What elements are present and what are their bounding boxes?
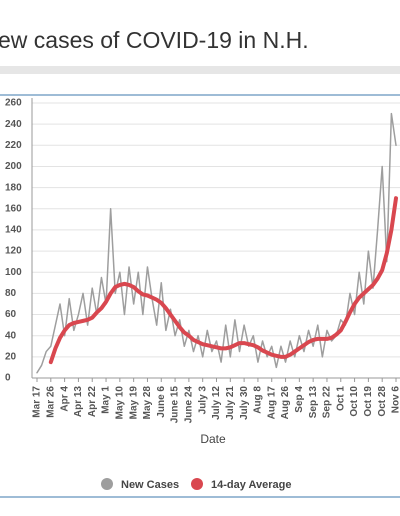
- y-tick-label: 100: [5, 267, 22, 278]
- x-tick-label: May 28: [142, 386, 153, 420]
- x-tick-label: Mar 26: [45, 386, 56, 418]
- x-tick-label: Aug 17: [266, 386, 277, 420]
- x-tick-label: Sep 22: [322, 386, 333, 419]
- y-tick-label: 260: [5, 98, 22, 109]
- x-tick-label: Oct 1: [335, 386, 346, 411]
- x-tick-label: Oct 10: [349, 386, 360, 417]
- x-tick-label: Aug 8: [253, 386, 264, 414]
- x-tick-label: May 19: [128, 386, 139, 420]
- y-tick-label: 180: [5, 182, 22, 193]
- series-line: [36, 112, 397, 374]
- x-tick-label: June 15: [170, 386, 181, 424]
- x-tick-label: Mar 17: [32, 386, 43, 418]
- x-tick-label: Sep 4: [294, 386, 305, 413]
- y-tick-label: 60: [5, 309, 17, 320]
- y-tick-label: 200: [5, 161, 22, 172]
- y-tick-label: 80: [5, 288, 17, 299]
- y-tick-label: 20: [5, 351, 17, 362]
- x-tick-label: June 6: [156, 386, 167, 418]
- y-tick-label: 140: [5, 225, 22, 236]
- y-tick-label: 160: [5, 203, 22, 214]
- y-tick-label: 220: [5, 140, 22, 151]
- x-tick-label: May 10: [114, 386, 125, 420]
- x-tick-label: Sep 13: [308, 386, 319, 419]
- legend-label: 14-day Average: [211, 479, 292, 491]
- y-tick-label: 240: [5, 119, 22, 130]
- y-tick-label: 0: [5, 373, 11, 384]
- x-tick-label: July 12: [211, 386, 222, 420]
- y-tick-label: 120: [5, 246, 22, 257]
- x-tick-label: July 30: [239, 386, 250, 420]
- x-tick-label: Oct 19: [363, 386, 374, 417]
- legend-swatch: [191, 478, 203, 490]
- x-tick-label: May 1: [101, 386, 112, 414]
- x-axis-title: Date: [200, 432, 226, 446]
- x-tick-label: Aug 26: [280, 386, 291, 420]
- x-tick-label: July 21: [225, 386, 236, 420]
- x-tick-label: Apr 22: [87, 386, 98, 418]
- divider: [0, 66, 400, 74]
- y-tick-label: 40: [5, 330, 17, 341]
- x-tick-label: Apr 4: [59, 386, 70, 412]
- x-tick-label: June 24: [184, 386, 195, 424]
- series-line: [48, 196, 398, 365]
- x-tick-label: July 3: [197, 386, 208, 415]
- x-tick-label: Apr 13: [73, 386, 84, 418]
- legend-label: New Cases: [121, 479, 179, 491]
- x-tick-label: Oct 28: [377, 386, 388, 417]
- legend-swatch: [101, 478, 113, 490]
- chart-title: ew cases of COVID-19 in N.H.: [0, 27, 309, 53]
- x-tick-label: Nov 6: [391, 386, 400, 414]
